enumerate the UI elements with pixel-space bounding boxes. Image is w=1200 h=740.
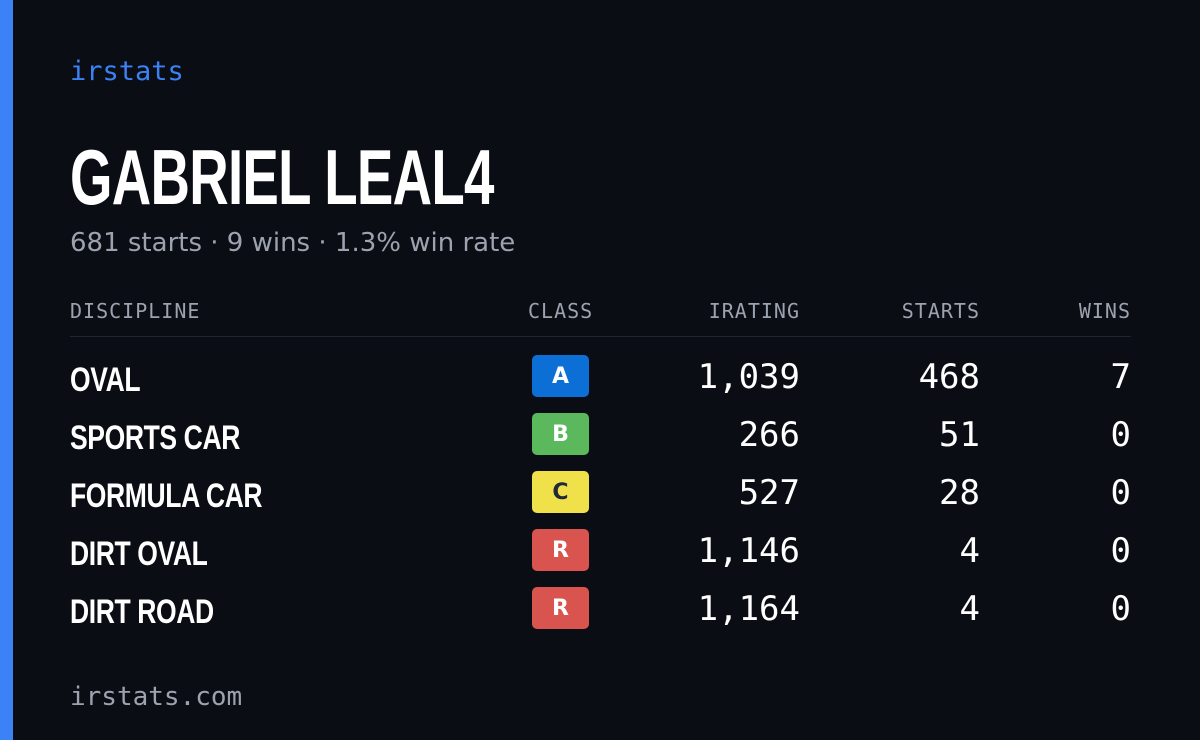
class-badge: R [532,587,589,629]
driver-summary: 681 starts · 9 wins · 1.3% win rate [70,228,516,258]
header-starts: STARTS [901,299,980,323]
row-irating: 1,146 [697,531,800,571]
row-starts: 468 [918,357,980,397]
table-body: OVAL A 1,039 468 7 SPORTS CAR B 266 51 0… [70,337,1131,643]
row-wins: 0 [1110,589,1131,629]
driver-name: GABRIEL LEAL4 [70,133,494,221]
brand-logo-text: irstats [70,56,184,87]
stats-table: DISCIPLINE CLASS IRATING STARTS WINS OVA… [70,296,1131,643]
row-discipline: DIRT OVAL [70,535,208,573]
row-discipline: DIRT ROAD [70,593,214,631]
row-starts: 4 [959,589,980,629]
row-irating: 266 [738,415,800,455]
row-starts: 51 [939,415,980,455]
class-badge: A [532,355,589,397]
table-row: OVAL A 1,039 468 7 [70,353,1131,411]
table-row: DIRT ROAD R 1,164 4 0 [70,585,1131,643]
table-row: FORMULA CAR C 527 28 0 [70,469,1131,527]
row-irating: 1,164 [697,589,800,629]
header-class: CLASS [528,299,594,323]
table-row: SPORTS CAR B 266 51 0 [70,411,1131,469]
row-irating: 1,039 [697,357,800,397]
header-discipline: DISCIPLINE [70,299,201,323]
class-badge: B [532,413,589,455]
row-wins: 0 [1110,415,1131,455]
table-row: DIRT OVAL R 1,146 4 0 [70,527,1131,585]
row-starts: 4 [959,531,980,571]
row-wins: 7 [1110,357,1131,397]
header-irating: IRATING [708,299,800,323]
row-wins: 0 [1110,531,1131,571]
footer-url: irstats.com [70,682,243,712]
row-discipline: FORMULA CAR [70,477,263,515]
accent-bar [0,0,13,740]
class-badge: R [532,529,589,571]
table-header: DISCIPLINE CLASS IRATING STARTS WINS [70,296,1131,337]
row-irating: 527 [738,473,800,513]
row-wins: 0 [1110,473,1131,513]
header-wins: WINS [1078,299,1131,323]
row-starts: 28 [939,473,980,513]
row-discipline: OVAL [70,361,141,399]
class-badge: C [532,471,589,513]
row-discipline: SPORTS CAR [70,419,240,457]
